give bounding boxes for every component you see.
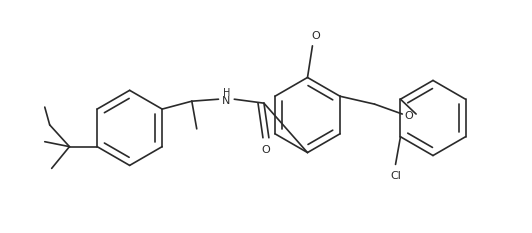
Text: H: H [223, 88, 230, 98]
Text: O: O [311, 31, 320, 41]
Text: N: N [222, 96, 230, 106]
Text: O: O [405, 111, 413, 121]
Text: O: O [262, 145, 270, 155]
Text: Cl: Cl [390, 171, 401, 181]
